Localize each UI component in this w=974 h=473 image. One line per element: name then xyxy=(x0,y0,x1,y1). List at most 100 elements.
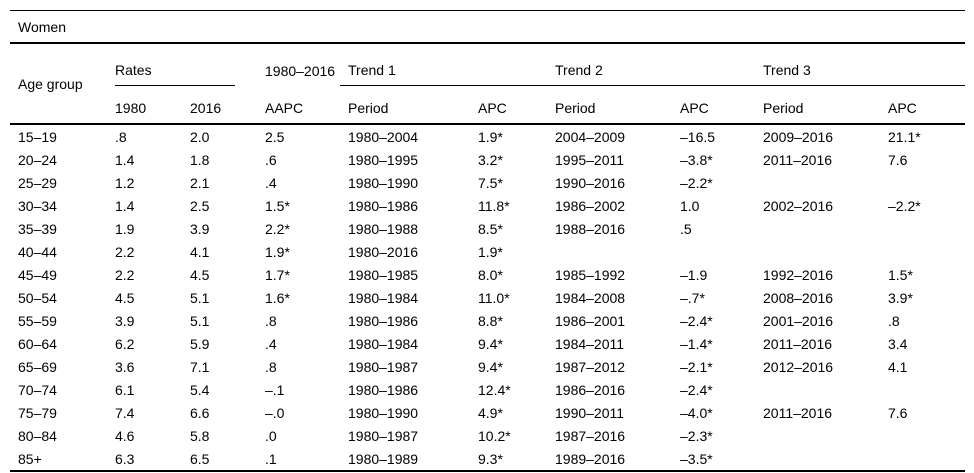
cell-rate-1980: 1.4 xyxy=(115,151,135,168)
cell-trend1-apc: 9.4* xyxy=(478,358,503,375)
table-figure: Women Age group Rates 1980–2016 Trend 1 … xyxy=(10,10,966,472)
col-group-rates-label: Rates xyxy=(115,61,152,78)
cell-rate-1980: 1.4 xyxy=(115,197,135,214)
cell-rate-2016: 2.5 xyxy=(190,197,210,214)
cell-trend1-period: 1980–1986 xyxy=(348,197,419,214)
table-row: 70–74 6.1 5.4 –.1 1980–1986 12.4* 1986–2016 –2.… xyxy=(10,378,965,401)
cell-rate-1980: .8 xyxy=(115,128,127,145)
column-group-row: Age group Rates 1980–2016 Trend 1 Trend … xyxy=(10,43,966,92)
cell-trend1-period: 1980–1986 xyxy=(348,312,419,329)
cell-trend1-period: 1980–2004 xyxy=(348,128,419,145)
cell-trend1-apc: 11.8* xyxy=(478,197,510,214)
cell-aapc: 1.6* xyxy=(265,289,290,306)
cell-trend1-apc: 7.5* xyxy=(478,174,503,191)
cell-rate-2016: 1.8 xyxy=(190,151,210,168)
cell-trend2-apc: –3.8* xyxy=(680,151,713,168)
cell-trend2-period: 1987–2016 xyxy=(555,427,626,444)
women-rates-trends-table: Women Age group Rates 1980–2016 Trend 1 … xyxy=(10,10,966,472)
cell-rate-1980: 4.5 xyxy=(115,289,135,306)
cell-aapc: .1 xyxy=(265,450,277,467)
cell-aapc: 1.7* xyxy=(265,266,290,283)
table-row: 80–84 4.6 5.8 .0 1980–1987 10.2* 1987–2016 –2.3… xyxy=(10,424,965,447)
table-row: 35–39 1.9 3.9 2.2* 1980–1988 8.5* 1988–2016 .5 xyxy=(10,217,965,240)
cell-trend2-apc: –2.4* xyxy=(680,312,713,329)
cell-age-group: 85+ xyxy=(18,450,42,467)
cell-trend3-period: 2008–2016 xyxy=(763,289,834,306)
cell-trend2-apc: –.7* xyxy=(680,289,705,306)
cell-trend3-apc xyxy=(880,217,965,240)
cell-trend1-apc: 9.3* xyxy=(478,450,503,467)
cell-trend2-apc: –2.2* xyxy=(680,174,713,191)
col-group-trend3: Trend 3 xyxy=(755,43,966,86)
cell-trend2-period: 1986–2002 xyxy=(555,197,626,214)
col-header-trend1-period: Period xyxy=(348,100,389,116)
col-header-trend3-apc: APC xyxy=(888,100,917,116)
cell-trend2-apc: –16.5 xyxy=(680,128,716,145)
cell-rate-2016: 5.9 xyxy=(190,335,210,352)
cell-trend2-apc: .5 xyxy=(680,220,692,237)
cell-trend3-period xyxy=(755,378,880,401)
cell-trend2-apc: –2.3* xyxy=(680,427,713,444)
table-row: 40–44 2.2 4.1 1.9* 1980–2016 1.9* xyxy=(10,240,965,263)
cell-trend3-period: 2012–2016 xyxy=(763,358,834,375)
cell-trend3-apc: .8 xyxy=(888,312,900,329)
cell-trend3-period xyxy=(755,424,880,447)
cell-trend2-period: 1995–2011 xyxy=(555,151,625,168)
col-header-trend3-period: Period xyxy=(763,100,804,116)
cell-trend3-apc: 1.5* xyxy=(888,266,913,283)
column-subheader-row: 1980 2016 AAPC Period APC Period APC Per… xyxy=(10,86,966,124)
cell-aapc: .4 xyxy=(265,335,277,352)
table-row: 60–64 6.2 5.9 .4 1980–1984 9.4* 1984–2011 –1.4*… xyxy=(10,332,965,355)
cell-rate-1980: 3.6 xyxy=(115,358,135,375)
cell-rate-1980: 3.9 xyxy=(115,312,135,329)
col-group-aapc-period: 1980–2016 xyxy=(265,62,336,79)
cell-trend2-period: 1987–2012 xyxy=(555,358,626,375)
cell-aapc: 1.5* xyxy=(265,197,290,214)
cell-rate-2016: 2.1 xyxy=(190,174,210,191)
cell-rate-1980: 4.6 xyxy=(115,427,135,444)
cell-rate-2016: 2.0 xyxy=(190,128,210,145)
cell-trend2-period: 1986–2001 xyxy=(555,312,626,329)
cell-trend1-period: 1980–1985 xyxy=(348,266,419,283)
cell-aapc: –.1 xyxy=(265,381,285,398)
cell-age-group: 35–39 xyxy=(18,220,57,237)
cell-trend1-apc: 8.8* xyxy=(478,312,503,329)
cell-trend3-apc xyxy=(880,447,965,471)
cell-aapc: .8 xyxy=(265,312,277,329)
cell-trend3-period: 1992–2016 xyxy=(763,266,834,283)
cell-trend1-period: 1980–1995 xyxy=(348,151,419,168)
cell-rate-2016: 4.1 xyxy=(190,243,210,260)
cell-rate-1980: 6.3 xyxy=(115,450,135,467)
cell-trend3-period xyxy=(755,171,880,194)
table-row: 45–49 2.2 4.5 1.7* 1980–1985 8.0* 1985–1992 –1.… xyxy=(10,263,965,286)
cell-age-group: 80–84 xyxy=(18,427,57,444)
col-group-rates: Rates xyxy=(107,43,257,86)
table-row: 15–19 .8 2.0 2.5 1980–2004 1.9* 2004–2009 –16.5… xyxy=(10,124,965,148)
cell-rate-2016: 5.1 xyxy=(190,289,210,306)
cell-trend3-apc: 7.6 xyxy=(888,404,908,421)
cell-trend1-apc: 8.0* xyxy=(478,266,503,283)
cell-trend1-period: 1980–1984 xyxy=(348,335,419,352)
cell-trend3-apc: 7.6 xyxy=(888,151,908,168)
cell-rate-1980: 1.9 xyxy=(115,220,135,237)
cell-trend1-apc: 3.2* xyxy=(478,151,503,168)
cell-trend2-apc xyxy=(672,240,755,263)
cell-trend1-apc: 1.9* xyxy=(478,128,503,145)
cell-aapc: 1.9* xyxy=(265,243,290,260)
table-row: 20–24 1.4 1.8 .6 1980–1995 3.2* 1995–2011 –3.8*… xyxy=(10,148,965,171)
cell-trend2-period: 1986–2016 xyxy=(555,381,626,398)
cell-trend1-apc: 8.5* xyxy=(478,220,503,237)
cell-trend2-period: 1990–2011 xyxy=(555,404,625,421)
cell-age-group: 20–24 xyxy=(18,151,57,168)
cell-trend2-period: 1985–1992 xyxy=(555,266,626,283)
cell-trend3-period xyxy=(755,447,880,471)
cell-trend3-period: 2009–2016 xyxy=(763,128,834,145)
cell-trend2-apc: –4.0* xyxy=(680,404,713,421)
cell-age-group: 50–54 xyxy=(18,289,57,306)
table-row: 85+ 6.3 6.5 .1 1980–1989 9.3* 1989–2016 –3.5* xyxy=(10,447,966,471)
cell-trend2-apc: –1.4* xyxy=(680,335,713,352)
cell-trend3-period: 2002–2016 xyxy=(763,197,834,214)
table-row: 25–29 1.2 2.1 .4 1980–1990 7.5* 1990–2016 –2.2* xyxy=(10,171,965,194)
cell-age-group: 65–69 xyxy=(18,358,57,375)
cell-age-group: 40–44 xyxy=(18,243,57,260)
